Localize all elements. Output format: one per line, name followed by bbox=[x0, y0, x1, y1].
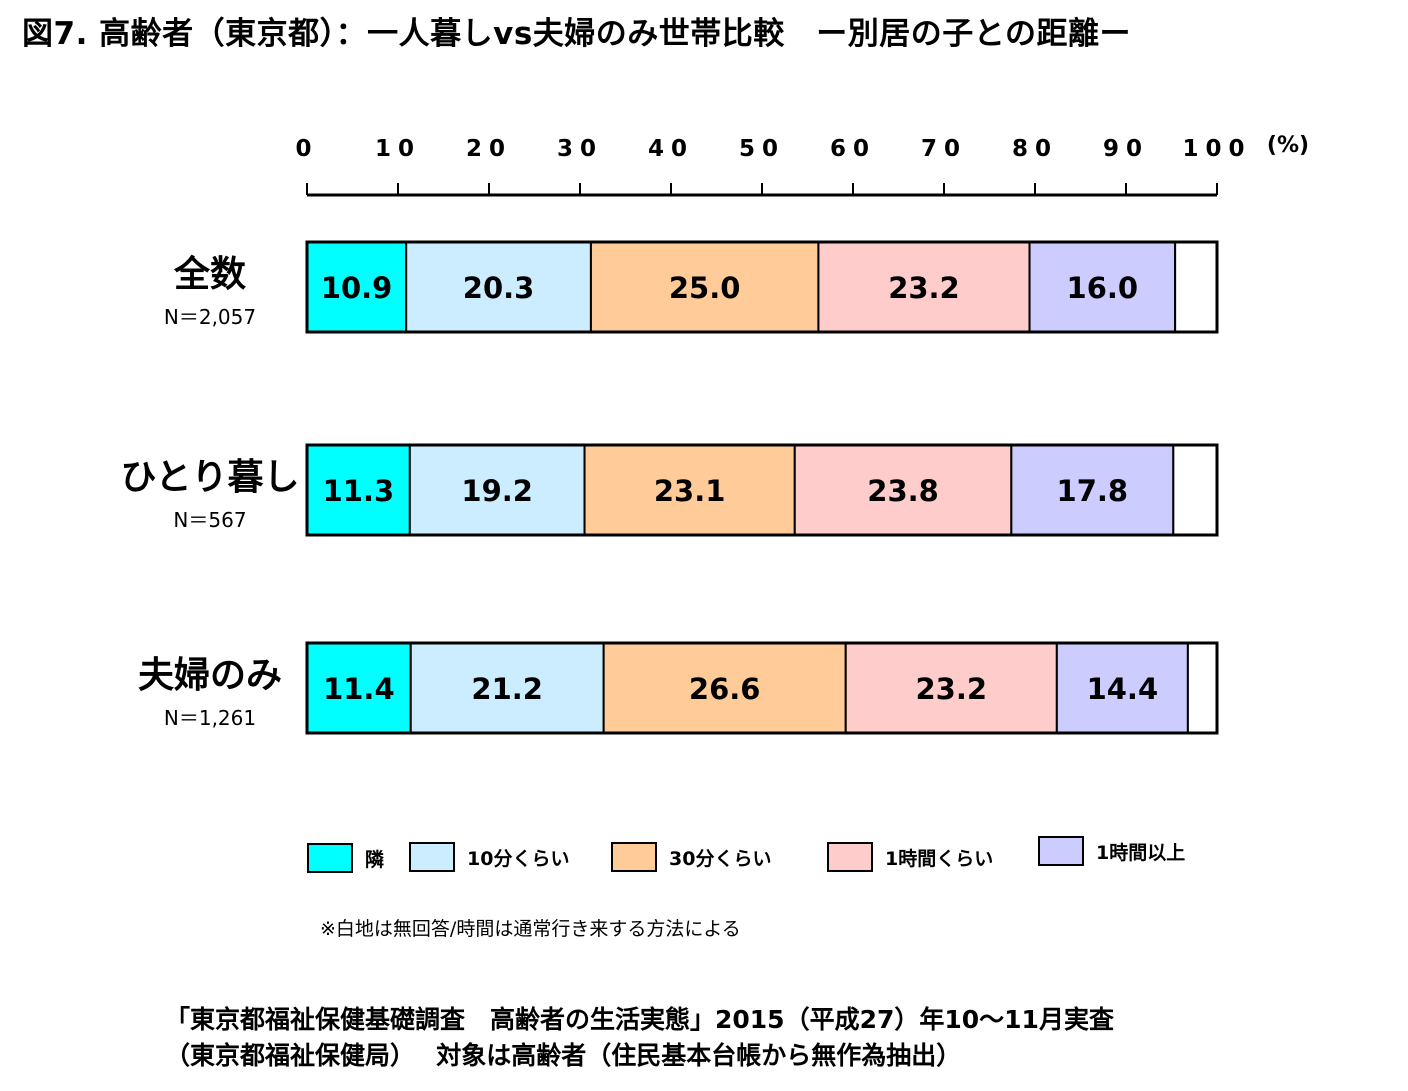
legend-label: 10分くらい bbox=[467, 847, 570, 870]
x-tick-label: 30 bbox=[557, 136, 603, 162]
data-label: 23.2 bbox=[915, 672, 987, 706]
data-label: 20.3 bbox=[463, 271, 535, 305]
x-tick-label: 0 bbox=[295, 136, 318, 162]
bar-segment-no-answer bbox=[1172, 444, 1218, 536]
x-tick-label: 80 bbox=[1012, 136, 1058, 162]
category-n-label: N＝1,261 bbox=[164, 706, 256, 730]
data-label: 23.2 bbox=[888, 271, 960, 305]
legend-swatch bbox=[409, 842, 455, 872]
x-tick-label: 10 bbox=[375, 136, 421, 162]
category-n-label: N＝2,057 bbox=[164, 305, 256, 329]
bar-segment bbox=[306, 241, 408, 333]
bar-segment bbox=[1028, 241, 1177, 333]
legend-item: 10分くらい bbox=[409, 840, 569, 874]
x-axis-unit: (%) bbox=[1267, 133, 1309, 158]
category-label: 全数 bbox=[173, 253, 246, 295]
legend-label: 30分くらい bbox=[669, 847, 772, 870]
bar-segment bbox=[817, 241, 1031, 333]
data-label: 17.8 bbox=[1057, 474, 1129, 508]
data-label: 26.6 bbox=[689, 672, 761, 706]
source-line-2: （東京都福祉保健局） 対象は高齢者（住民基本台帳から無作為抽出） bbox=[165, 1041, 962, 1070]
data-label: 23.1 bbox=[654, 474, 726, 508]
legend-label: 1時間くらい bbox=[885, 847, 994, 870]
category-n-label: N＝567 bbox=[173, 508, 246, 532]
legend-item: 1時間くらい bbox=[827, 840, 993, 874]
bar-segment bbox=[405, 241, 592, 333]
x-tick-label: 40 bbox=[648, 136, 694, 162]
note: ※白地は無回答/時間は通常行き来する方法による bbox=[320, 918, 741, 940]
x-tick-label: 90 bbox=[1103, 136, 1149, 162]
source-line-1: 「東京都福祉保健基礎調査 高齢者の生活実態」2015（平成27）年10～11月実… bbox=[165, 1005, 1114, 1034]
legend-swatch bbox=[307, 843, 353, 873]
chart-title: 図7. 高齢者（東京都）：一人暮しvs夫婦のみ世帯比較 ー別居の子との距離ー bbox=[22, 16, 1131, 52]
legend-label: 1時間以上 bbox=[1096, 841, 1186, 864]
legend-item: 30分くらい bbox=[611, 840, 771, 874]
data-label: 14.4 bbox=[1087, 672, 1159, 706]
bar-outline bbox=[305, 641, 1219, 735]
bar-outline bbox=[305, 443, 1219, 537]
data-label: 16.0 bbox=[1067, 271, 1139, 305]
legend-swatch bbox=[611, 842, 657, 872]
bar-outline bbox=[305, 240, 1219, 334]
bar-segment bbox=[844, 642, 1058, 734]
category-label: 夫婦のみ bbox=[138, 655, 282, 696]
legend-item: 1時間以上 bbox=[1038, 834, 1185, 868]
bar-segment-no-answer bbox=[1174, 241, 1219, 333]
data-label: 11.3 bbox=[323, 474, 395, 508]
x-tick-label: 100 bbox=[1182, 136, 1251, 162]
bar-segment-no-answer bbox=[1186, 642, 1219, 734]
x-tick-label: 70 bbox=[921, 136, 967, 162]
x-tick-label: 50 bbox=[739, 136, 785, 162]
category-label: ひとり暮し bbox=[121, 457, 300, 498]
data-label: 10.9 bbox=[321, 271, 393, 305]
bar-segment bbox=[1055, 642, 1189, 734]
data-label: 23.8 bbox=[867, 474, 939, 508]
x-tick-label: 60 bbox=[830, 136, 876, 162]
legend-swatch bbox=[1038, 836, 1084, 866]
data-label: 25.0 bbox=[669, 271, 741, 305]
data-label: 11.4 bbox=[323, 672, 395, 706]
legend-swatch bbox=[827, 842, 873, 872]
data-label: 21.2 bbox=[471, 672, 543, 706]
legend-item: 隣 bbox=[307, 841, 384, 875]
data-label: 19.2 bbox=[461, 474, 533, 508]
x-tick-label: 20 bbox=[466, 136, 512, 162]
bar-segment bbox=[583, 444, 796, 536]
legend-label: 隣 bbox=[365, 848, 385, 871]
